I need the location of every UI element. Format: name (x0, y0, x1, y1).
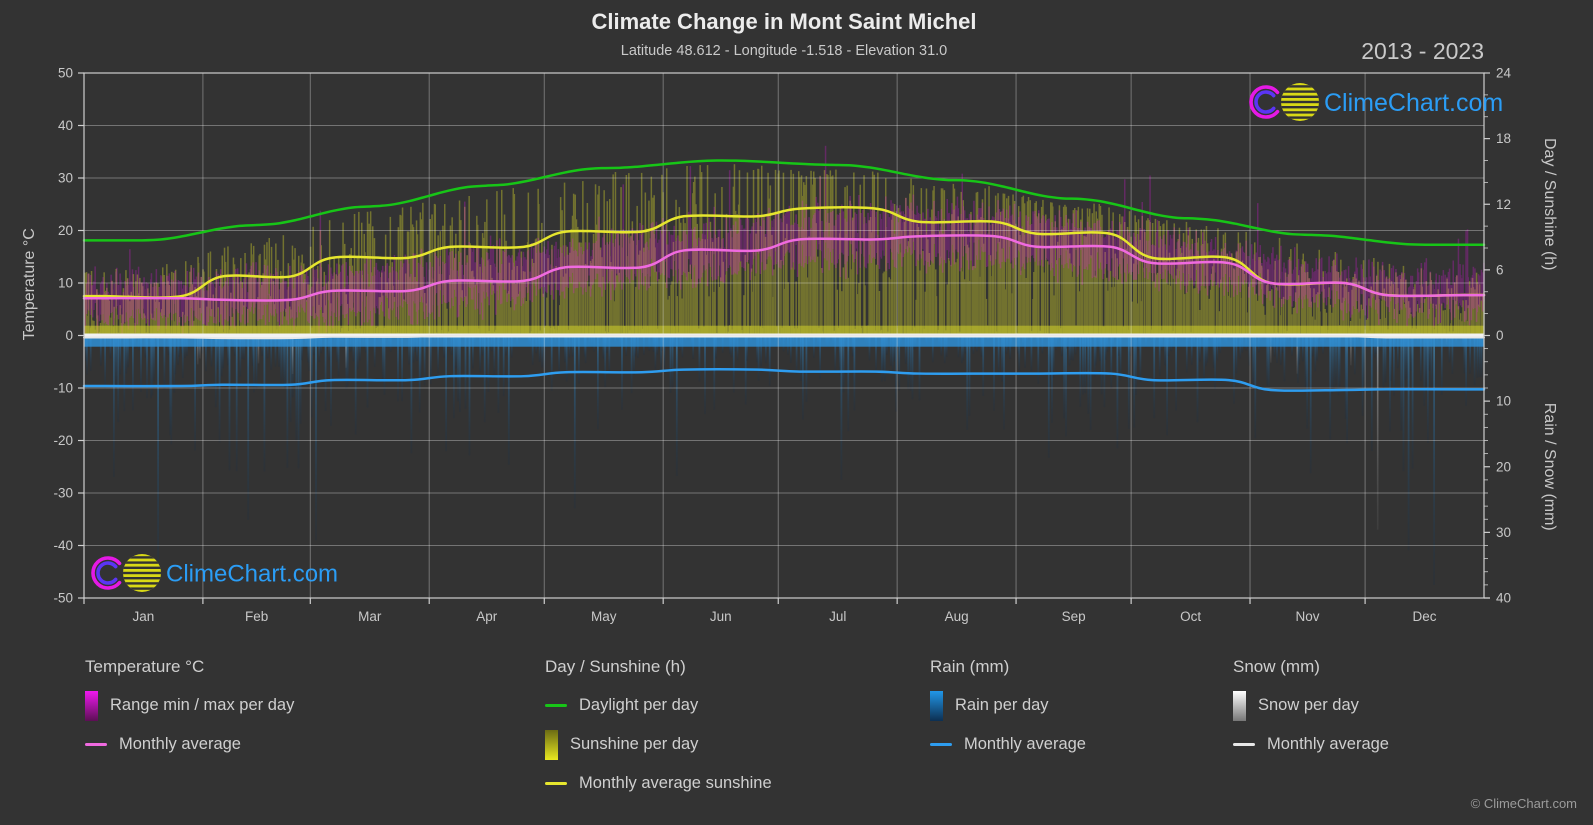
line-swatch-icon (545, 704, 567, 707)
svg-text:10: 10 (58, 276, 73, 291)
legend-item-label: Monthly average sunshine (579, 774, 772, 792)
svg-text:Apr: Apr (476, 609, 498, 624)
legend-item-label: Snow per day (1258, 696, 1359, 714)
legend-column-0: Temperature °C Range min / max per day Mon… (85, 648, 294, 764)
legend-item: Daylight per day (545, 686, 772, 725)
svg-text:Jul: Jul (829, 609, 846, 624)
rain-average-line (82, 368, 1486, 392)
svg-text:18: 18 (1496, 131, 1511, 146)
svg-text:12: 12 (1496, 197, 1511, 212)
legend-item: Monthly average (930, 725, 1086, 764)
svg-text:30: 30 (1496, 525, 1511, 540)
climechart-logo-bottom[interactable]: ClimeChart.com (91, 554, 338, 592)
svg-text:-50: -50 (53, 591, 73, 606)
legend-item-label: Monthly average (1267, 735, 1389, 753)
legend-column-2: Rain (mm) Rain per day Monthly average (930, 648, 1086, 764)
svg-text:40: 40 (58, 118, 73, 133)
sunshine-base-band (84, 325, 1484, 336)
svg-text:0: 0 (65, 328, 73, 343)
legend-item: Range min / max per day (85, 686, 294, 725)
legend-item-label: Monthly average (119, 735, 241, 753)
svg-text:May: May (591, 609, 617, 624)
legend-heading: Day / Sunshine (h) (545, 657, 686, 676)
svg-text:20: 20 (58, 223, 73, 238)
legend-item: Sunshine per day (545, 725, 772, 764)
legend-item-label: Daylight per day (579, 696, 699, 714)
legend-item-label: Monthly average (964, 735, 1086, 753)
svg-text:Jan: Jan (133, 609, 155, 624)
legend-item: Rain per day (930, 686, 1086, 725)
svg-text:0: 0 (1496, 328, 1504, 343)
legend-heading: Rain (mm) (930, 657, 1010, 676)
svg-text:ClimeChart.com: ClimeChart.com (1324, 89, 1503, 117)
page-title: Climate Change in Mont Saint Michel (591, 9, 977, 34)
svg-text:Nov: Nov (1296, 609, 1320, 624)
line-swatch-icon (545, 782, 567, 785)
svg-text:50: 50 (58, 66, 73, 81)
svg-text:-20: -20 (53, 433, 73, 448)
svg-text:Feb: Feb (245, 609, 268, 624)
daylight-line (82, 159, 1486, 247)
copyright-label: © ClimeChart.com (1470, 796, 1577, 811)
chart-legend: Temperature °C Range min / max per day Mon… (0, 648, 1593, 818)
svg-text:-10: -10 (53, 381, 73, 396)
legend-item-label: Sunshine per day (570, 735, 699, 753)
legend-heading: Snow (mm) (1233, 657, 1320, 676)
svg-text:Sep: Sep (1062, 609, 1086, 624)
svg-text:Dec: Dec (1413, 609, 1437, 624)
svg-text:-30: -30 (53, 486, 73, 501)
page-subtitle: Latitude 48.612 - Longitude -1.518 - Ele… (620, 43, 948, 59)
svg-text:24: 24 (1496, 66, 1512, 81)
climechart-logo-top[interactable]: ClimeChart.com (1249, 83, 1503, 121)
temperature-average-line (82, 234, 1486, 302)
legend-column-3: Snow (mm) Snow per day Monthly average (1233, 648, 1389, 764)
legend-item: Snow per day (1233, 686, 1389, 725)
legend-item-label: Rain per day (955, 696, 1049, 714)
rain-bars (84, 335, 1483, 585)
svg-text:ClimeChart.com: ClimeChart.com (166, 560, 338, 587)
svg-text:-40: -40 (53, 538, 73, 553)
svg-text:30: 30 (58, 171, 73, 186)
legend-item: Monthly average sunshine (545, 764, 772, 803)
rain-base-band (84, 335, 1484, 347)
svg-text:Mar: Mar (358, 609, 382, 624)
snow-average-line (83, 334, 1485, 340)
legend-item-label: Range min / max per day (110, 696, 295, 714)
legend-item: Monthly average (1233, 725, 1389, 764)
svg-text:40: 40 (1496, 591, 1511, 606)
year-range-label: 2013 - 2023 (1361, 38, 1484, 64)
climate-chart: 50 40 30 20 10 0 -10 -20 -30 -40 -50 24 18 12 6 0 10 20 30… (21, 66, 1558, 625)
left-axis-title: Temperature °C (21, 228, 38, 340)
gradient-swatch-icon (930, 690, 943, 721)
svg-text:Aug: Aug (945, 609, 969, 624)
line-swatch-icon (930, 743, 952, 746)
svg-text:Oct: Oct (1180, 609, 1201, 624)
legend-heading: Temperature °C (85, 657, 205, 676)
line-swatch-icon (1233, 743, 1255, 746)
line-swatch-icon (85, 743, 107, 746)
legend-item: Monthly average (85, 725, 294, 764)
svg-text:10: 10 (1496, 394, 1511, 409)
axis-labels: 50 40 30 20 10 0 -10 -20 -30 -40 -50 24 18 12 6 0 10 20 30… (53, 66, 1511, 625)
gradient-swatch-icon (545, 729, 558, 760)
svg-text:6: 6 (1496, 262, 1504, 277)
svg-text:Jun: Jun (710, 609, 732, 624)
gradient-swatch-icon (1233, 690, 1246, 721)
gradient-swatch-icon (85, 690, 98, 721)
right-top-axis-title: Day / Sunshine (h) (1541, 138, 1558, 271)
right-bottom-axis-title: Rain / Snow (mm) (1541, 403, 1558, 531)
svg-text:20: 20 (1496, 459, 1511, 474)
legend-column-1: Day / Sunshine (h) Daylight per day Sunshi… (545, 648, 772, 803)
